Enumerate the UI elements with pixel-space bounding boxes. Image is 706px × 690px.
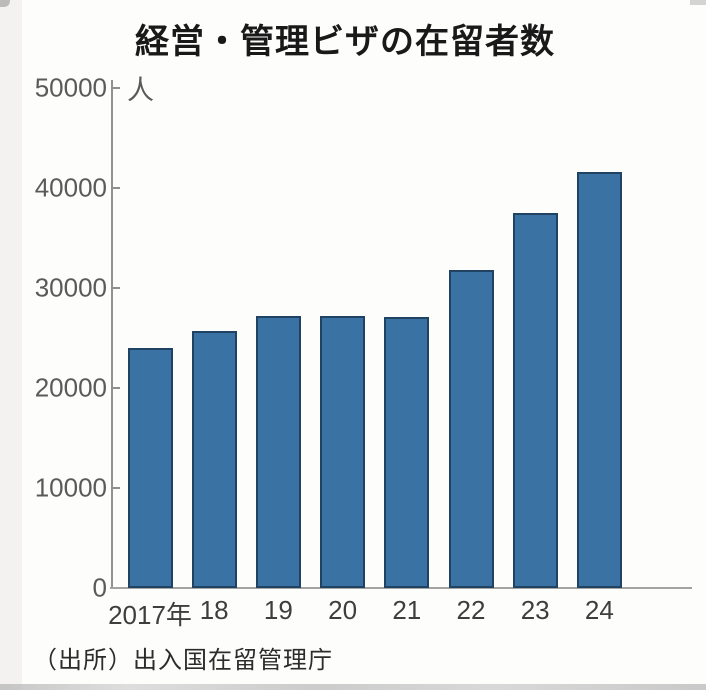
x-tick-label: 20 — [328, 595, 358, 625]
bar-21 — [384, 317, 430, 588]
x-tick-label: 18 — [199, 595, 229, 625]
bar-23 — [512, 213, 558, 588]
bar-19 — [255, 316, 301, 588]
y-tick-mark — [113, 187, 120, 189]
y-tick-label: 30000 — [34, 272, 107, 303]
top-left-corner-artifact — [0, 0, 10, 7]
y-tick-label: 40000 — [34, 172, 107, 203]
y-tick-label: 10000 — [34, 472, 107, 503]
y-tick-mark — [113, 487, 120, 489]
bottom-edge-artifact — [0, 684, 706, 690]
y-tick-mark — [113, 87, 120, 89]
y-tick-label: 50000 — [34, 72, 107, 103]
bar-2017年 — [127, 348, 173, 588]
left-edge-artifact — [0, 0, 22, 690]
bar-18 — [191, 331, 237, 588]
x-tick-label: 23 — [520, 595, 550, 625]
bar-22 — [448, 270, 494, 588]
bar-24 — [576, 172, 622, 588]
y-tick-label: 0 — [92, 572, 107, 603]
source-note: （出所）出入国在留管理庁 — [33, 647, 333, 674]
top-right-corner-artifact — [690, 0, 706, 5]
x-tick-label: 24 — [584, 595, 614, 625]
y-axis-unit-label: 人 — [127, 75, 154, 106]
y-tick-label: 20000 — [34, 372, 107, 403]
x-tick-label: 2017年 — [108, 600, 192, 630]
x-axis-line — [110, 587, 692, 589]
y-tick-mark — [113, 387, 120, 389]
y-axis-line — [111, 80, 113, 588]
x-tick-label: 19 — [263, 595, 293, 625]
bar-20 — [320, 316, 366, 588]
x-tick-label: 22 — [456, 595, 486, 625]
x-tick-label: 21 — [392, 595, 422, 625]
y-tick-mark — [113, 287, 120, 289]
chart-title: 経営・管理ビザの在留者数 — [135, 23, 555, 61]
